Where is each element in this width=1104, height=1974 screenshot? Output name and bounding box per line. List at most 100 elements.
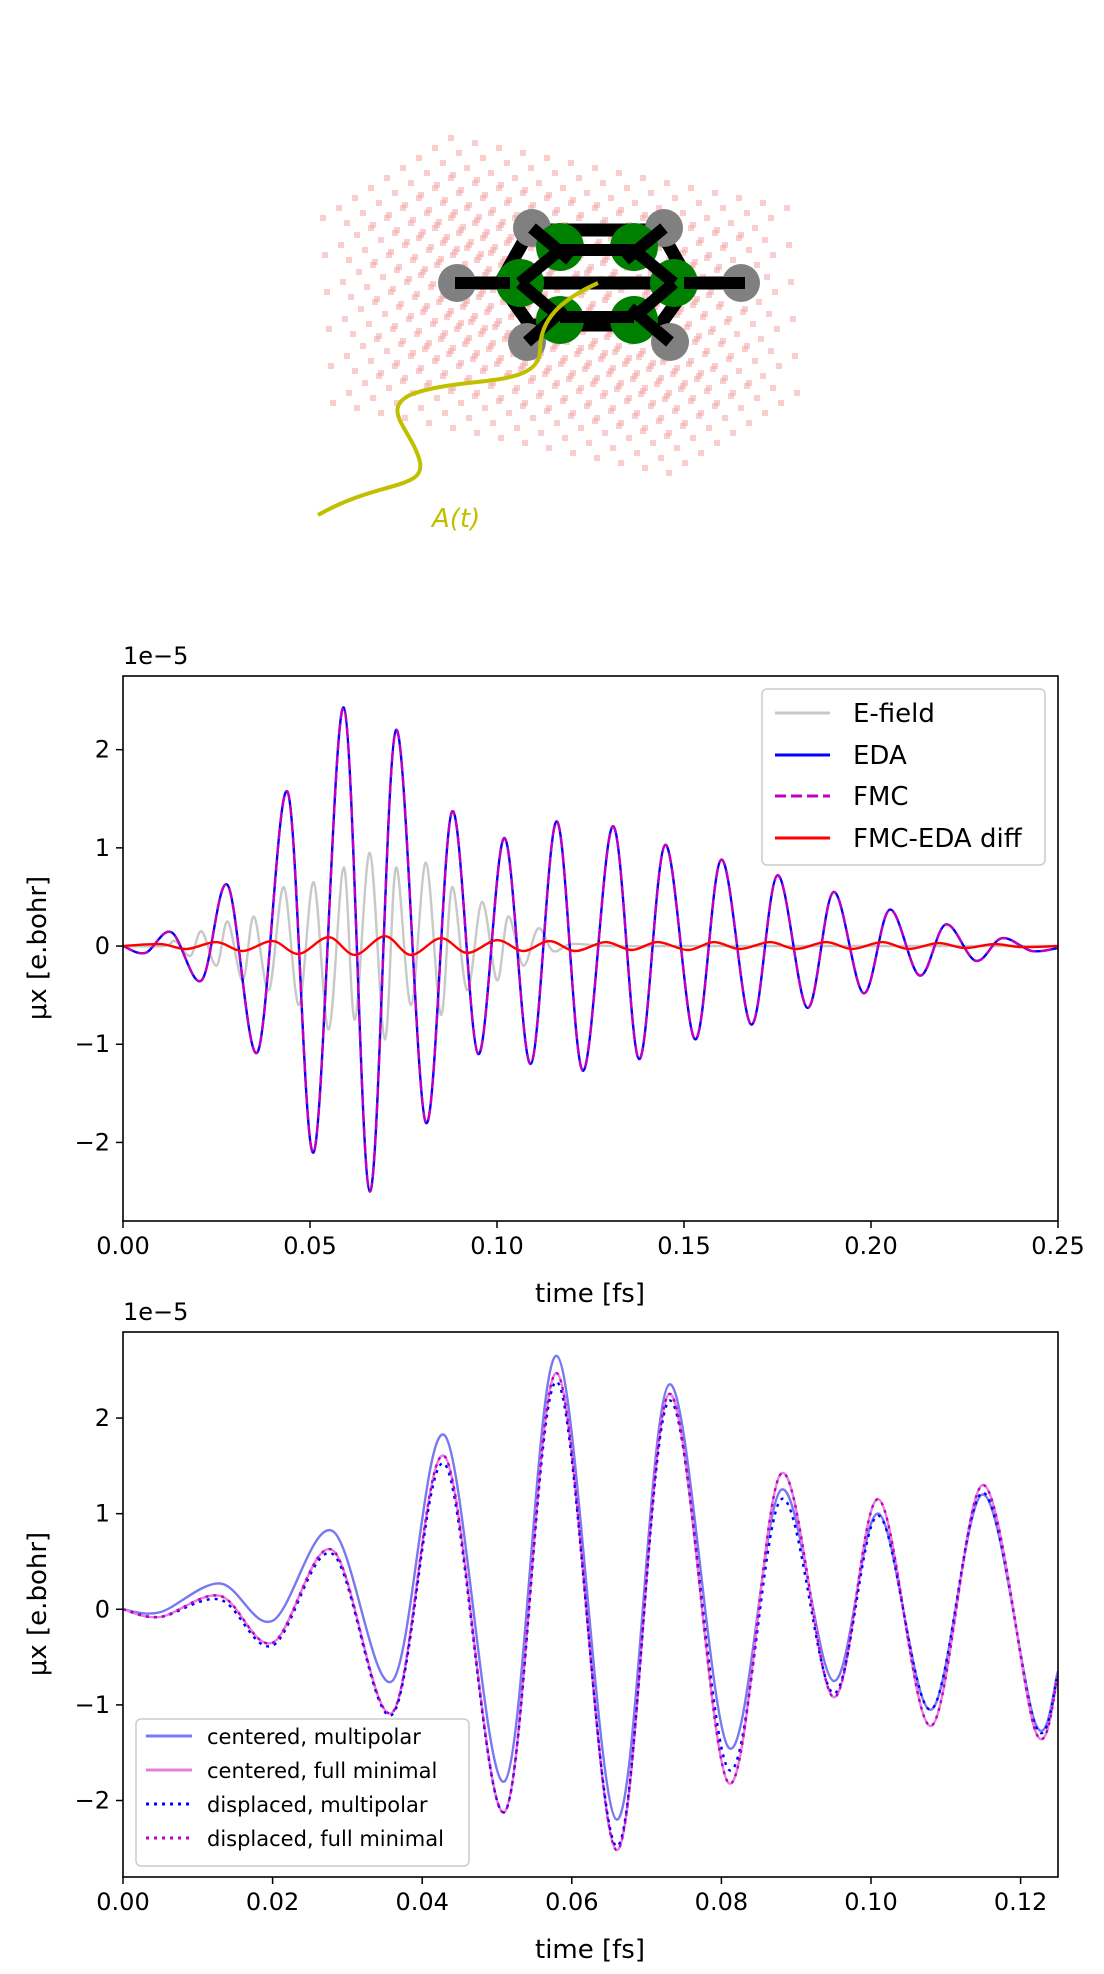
grid-point [794,390,800,396]
grid-point [418,192,424,198]
grid-point [474,430,480,436]
grid-point [690,395,696,401]
grid-point [746,380,752,386]
grid-point [626,395,632,401]
grid-point [412,254,418,260]
grid-point [562,435,568,441]
grid-point [424,170,430,176]
legend-label-fmc-eda-diff: FMC-EDA diff [853,824,1023,854]
grid-point [562,355,568,361]
chart-2-x-axis-label: time [fs] [535,1935,645,1965]
chart-1-frame [122,675,1059,1222]
grid-point [710,326,716,332]
grid-point [590,301,596,307]
grid-point [490,420,496,426]
grid-point [712,190,718,196]
grid-point [466,335,472,341]
grid-point [706,252,712,258]
grid-point [562,395,568,401]
grid-point [364,284,370,290]
grid-point [642,465,648,471]
grid-point [386,385,392,391]
benzene-molecule [438,209,760,361]
grid-point [522,360,528,366]
grid-point [514,212,520,218]
grid-point [426,340,432,346]
grid-point [584,190,590,196]
grid-point [678,306,684,312]
field-label: A(t) [430,504,480,534]
grid-point [322,252,328,258]
chart-2-x-tick-label: 0.06 [545,1888,598,1916]
grid-point [352,368,358,374]
grid-point [744,343,750,349]
grid-point [602,430,608,436]
legend-label-e-field: E-field [853,699,935,729]
grid-point [514,385,520,391]
grid-point [530,202,536,208]
chart-2-x-tick-label: 0.04 [395,1888,448,1916]
grid-point [328,363,334,369]
grid-point [570,410,576,416]
grid-point [468,239,474,245]
chart-2-y-tick-label: 0 [95,1595,110,1623]
grid-point [522,400,528,406]
grid-point [594,375,600,381]
grid-point [496,318,502,324]
grid-point [378,370,384,376]
chart-1-plot-area [123,706,1058,1193]
grid-point [432,145,438,151]
grid-point [546,405,552,411]
grid-point [682,247,688,253]
chart-2-frame [122,1331,1059,1878]
grid-point [346,257,352,263]
grid-point [478,251,484,257]
chart-1-offset-text: 1e−5 [123,642,188,670]
grid-point [450,345,456,351]
molecular-bonds-front [455,223,745,347]
chart-1-series-fmc [123,706,1058,1193]
grid-point [722,415,728,421]
grid-point [776,363,782,369]
legend-label-displaced-multipolar: displaced, multipolar [207,1793,428,1817]
grid-point [576,175,582,181]
grid-point [408,180,414,186]
grid-point [554,420,560,426]
grid-point [586,360,592,366]
grid-point [658,375,664,381]
grid-point [552,170,558,176]
grid-point [486,266,492,272]
grid-point [664,180,670,186]
chart-2-y-tick-label: −1 [75,1691,110,1719]
chart-1-x-axis-label: time [fs] [535,1279,645,1309]
grid-point [488,170,494,176]
grid-point [730,430,736,436]
grid-point [690,435,696,441]
grid-point [376,200,382,206]
grid-point [458,360,464,366]
grid-point [640,348,646,354]
grid-point [474,350,480,356]
grid-point [504,160,510,166]
grid-point [520,150,526,156]
grid-point [324,289,330,295]
grid-point [378,410,384,416]
chart-2-y-axis-label: μx [e.bohr] [23,1532,53,1676]
grid-point [354,405,360,411]
grid-point [762,237,768,243]
grid-point [658,415,664,421]
grid-point [490,340,496,346]
chart-2-y-tick-label: 1 [95,1500,110,1528]
grid-point [352,195,358,201]
grid-point [704,348,710,354]
grid-point [778,400,784,406]
grid-point [674,365,680,371]
grid-point [602,350,608,356]
grid-point [736,195,742,201]
grid-point [400,165,406,171]
grid-point [610,365,616,371]
grid-point [402,415,408,421]
grid-point [450,172,456,178]
grid-point [400,338,406,344]
grid-point [650,360,656,366]
